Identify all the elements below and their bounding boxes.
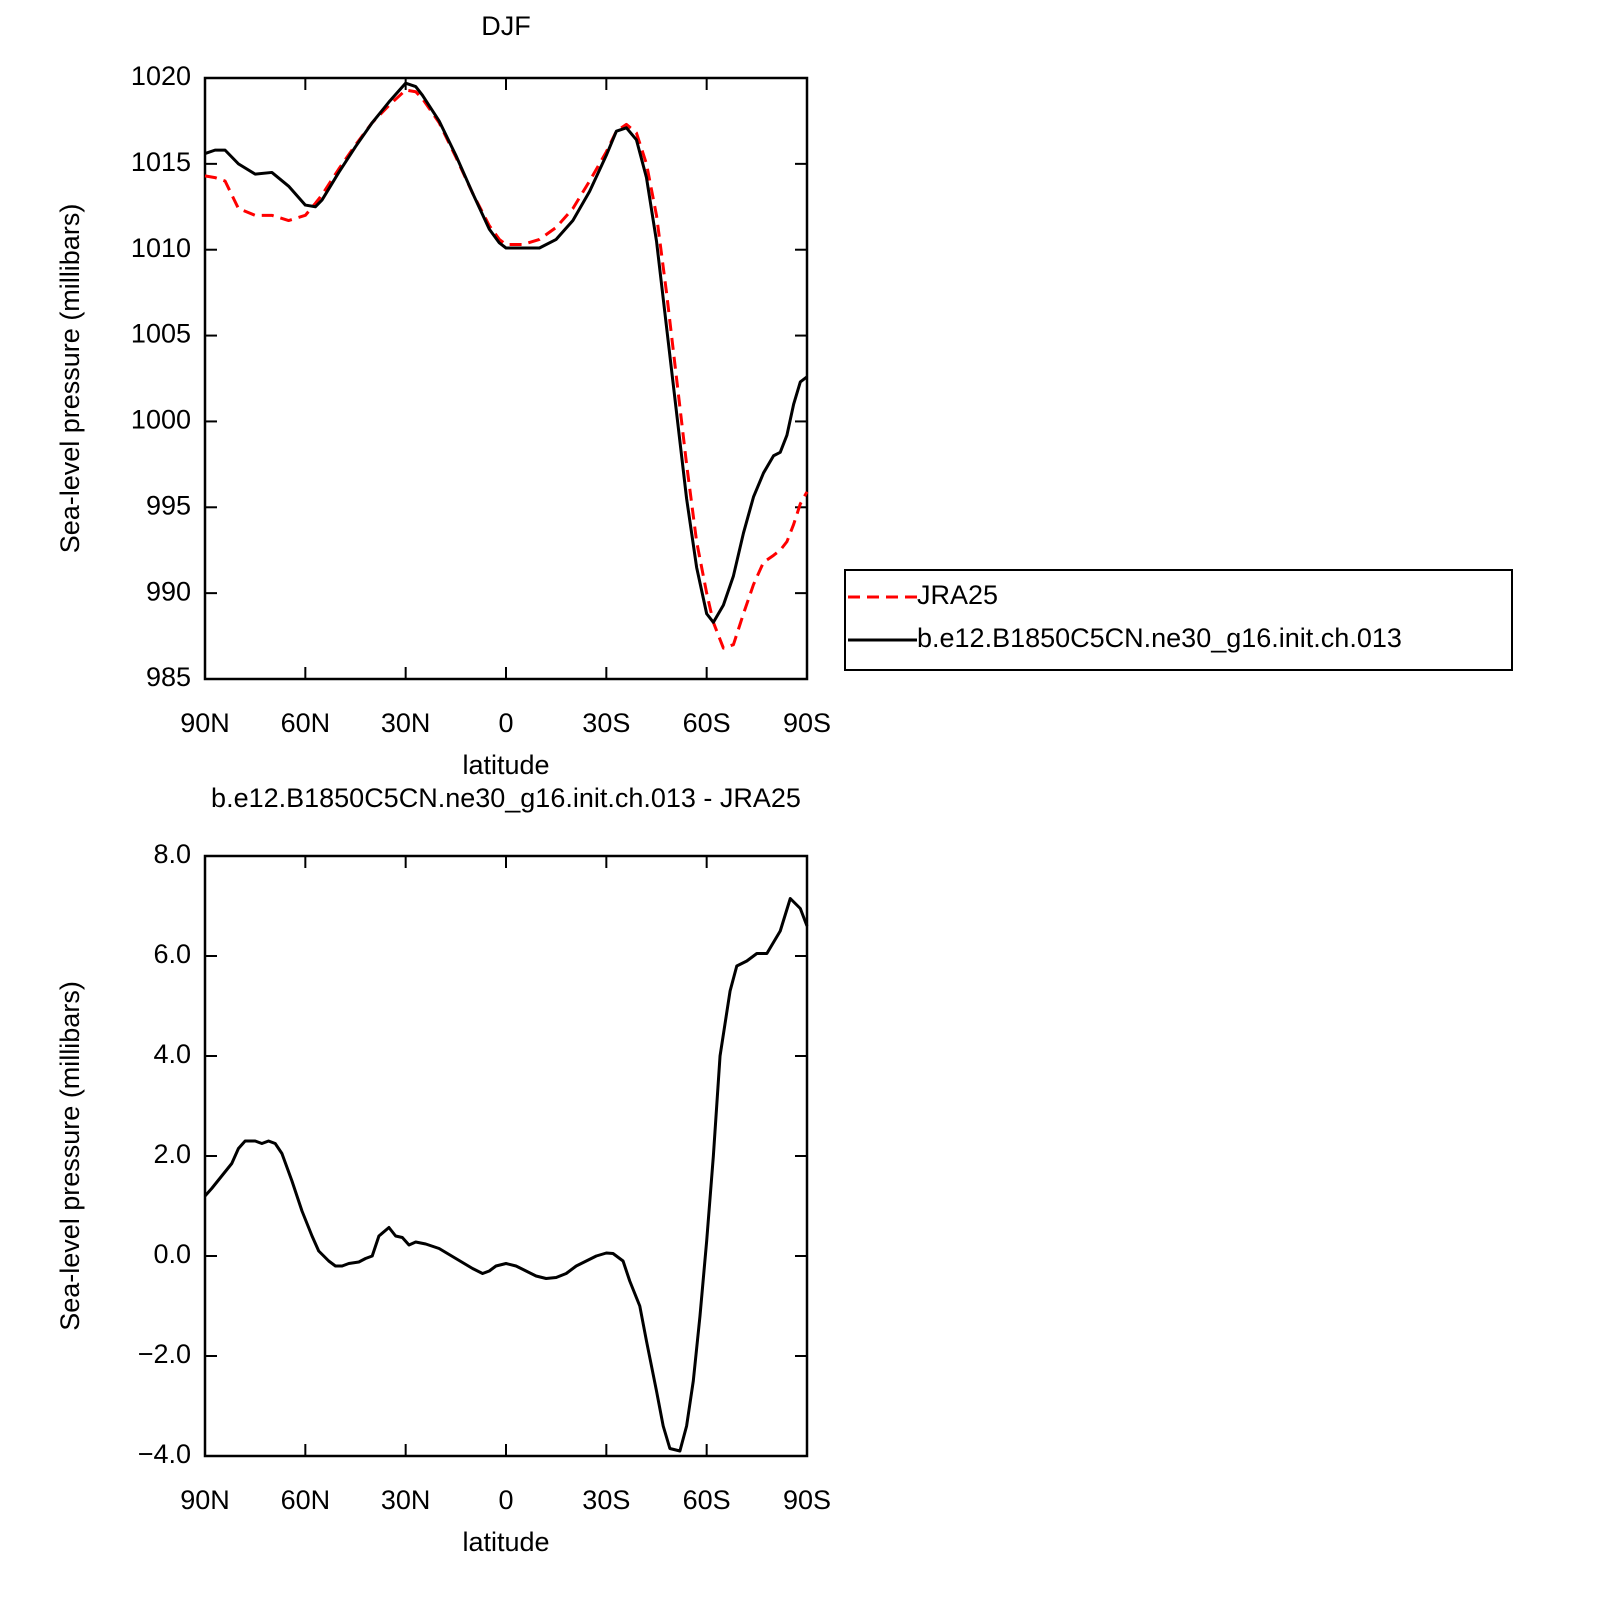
y-axis-label: Sea-level pressure (millibars) xyxy=(55,981,85,1331)
legend-label: JRA25 xyxy=(917,580,998,610)
x-tick-label: 60S xyxy=(683,1485,731,1515)
x-tick-label: 90S xyxy=(783,1485,831,1515)
y-tick-label: 1020 xyxy=(131,61,191,91)
x-tick-label: 90N xyxy=(180,1485,230,1515)
x-tick-label: 30N xyxy=(381,1485,431,1515)
x-tick-label: 90N xyxy=(180,708,230,738)
y-tick-label: 8.0 xyxy=(153,839,191,869)
y-tick-label: −4.0 xyxy=(138,1439,191,1469)
y-tick-label: 0.0 xyxy=(153,1239,191,1269)
y-axis-label: Sea-level pressure (millibars) xyxy=(55,204,85,554)
x-tick-label: 0 xyxy=(498,1485,513,1515)
legend-box xyxy=(844,569,1513,671)
y-tick-label: 985 xyxy=(146,662,191,692)
chart-title: b.e12.B1850C5CN.ne30_g16.init.ch.013 - J… xyxy=(211,783,801,813)
y-tick-label: 995 xyxy=(146,490,191,520)
plot-frame xyxy=(203,76,809,681)
y-tick-label: 1005 xyxy=(131,319,191,349)
y-tick-label: 1015 xyxy=(131,147,191,177)
data-line xyxy=(204,81,808,624)
x-tick-label: 60N xyxy=(281,708,331,738)
y-tick-label: 990 xyxy=(146,576,191,606)
x-tick-label: 60S xyxy=(683,708,731,738)
y-tick-label: 1000 xyxy=(131,405,191,435)
x-axis-label: latitude xyxy=(462,750,549,780)
legend-label: b.e12.B1850C5CN.ne30_g16.init.ch.013 xyxy=(917,623,1402,653)
data-line xyxy=(203,897,809,1453)
x-tick-label: 30S xyxy=(582,1485,630,1515)
x-tick-label: 90S xyxy=(783,708,831,738)
x-axis-label: latitude xyxy=(462,1527,549,1557)
x-tick-label: 30N xyxy=(381,708,431,738)
plot-frame xyxy=(203,854,809,1458)
chart-title: DJF xyxy=(481,11,531,41)
y-tick-label: −2.0 xyxy=(138,1339,191,1369)
data-line xyxy=(204,88,809,650)
y-tick-label: 6.0 xyxy=(153,939,191,969)
x-tick-label: 60N xyxy=(281,1485,331,1515)
y-tick-label: 4.0 xyxy=(153,1039,191,1069)
x-tick-label: 0 xyxy=(498,708,513,738)
y-tick-label: 2.0 xyxy=(153,1139,191,1169)
x-tick-label: 30S xyxy=(582,708,630,738)
y-tick-label: 1010 xyxy=(131,233,191,263)
